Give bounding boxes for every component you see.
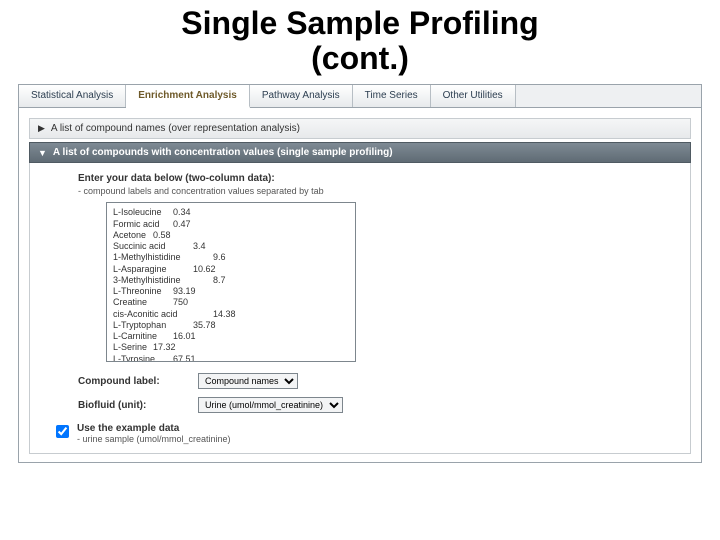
example-sub: - urine sample (umol/mmol_creatinine) — [77, 434, 231, 444]
use-example-checkbox[interactable] — [56, 425, 69, 438]
compound-label-label: Compound label: — [78, 376, 188, 387]
data-input-textarea[interactable] — [106, 202, 356, 362]
example-text-block: Use the example data - urine sample (umo… — [77, 423, 231, 445]
slide-title-line1: Single Sample Profiling — [0, 6, 720, 41]
panel-single-sample-title: A list of compounds with concentration v… — [53, 147, 393, 158]
chevron-right-icon: ▶ — [38, 123, 45, 134]
compound-label-row: Compound label: Compound names — [78, 373, 674, 389]
example-title: Use the example data — [77, 423, 179, 434]
slide-title: Single Sample Profiling (cont.) — [0, 0, 720, 80]
instructions-sub: - compound labels and concentration valu… — [78, 186, 674, 196]
example-data-row: Use the example data - urine sample (umo… — [56, 423, 674, 445]
workarea: ▶ A list of compound names (over represe… — [19, 108, 701, 462]
biofluid-label: Biofluid (unit): — [78, 400, 188, 411]
panel-single-sample-body: Enter your data below (two-column data):… — [29, 163, 691, 454]
biofluid-select[interactable]: Urine (umol/mmol_creatinine) — [198, 397, 343, 413]
panel-single-sample-header[interactable]: ▼ A list of compounds with concentration… — [29, 142, 691, 163]
biofluid-row: Biofluid (unit): Urine (umol/mmol_creati… — [78, 397, 674, 413]
compound-label-select[interactable]: Compound names — [198, 373, 298, 389]
tab-statistical-analysis[interactable]: Statistical Analysis — [19, 85, 126, 107]
panel-over-representation-header[interactable]: ▶ A list of compound names (over represe… — [29, 118, 691, 139]
app-screenshot-frame: Statistical Analysis Enrichment Analysis… — [18, 84, 702, 463]
main-tabbar: Statistical Analysis Enrichment Analysis… — [19, 85, 701, 108]
panel-over-representation-title: A list of compound names (over represent… — [51, 123, 300, 134]
slide-title-line2: (cont.) — [0, 41, 720, 76]
tab-pathway-analysis[interactable]: Pathway Analysis — [250, 85, 353, 107]
tab-enrichment-analysis[interactable]: Enrichment Analysis — [126, 85, 250, 108]
tab-time-series[interactable]: Time Series — [353, 85, 431, 107]
instructions-title: Enter your data below (two-column data): — [78, 173, 674, 184]
chevron-down-icon: ▼ — [38, 148, 47, 158]
tab-other-utilities[interactable]: Other Utilities — [431, 85, 516, 107]
